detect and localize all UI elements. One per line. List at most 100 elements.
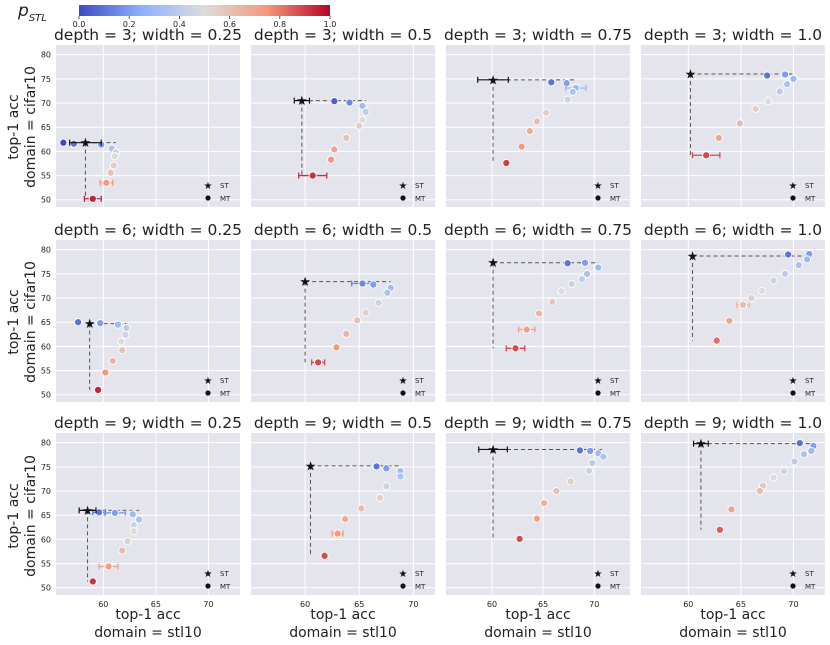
mt-point xyxy=(59,138,68,147)
panel-background xyxy=(251,240,435,402)
y-tick-label: 65 xyxy=(41,318,51,327)
mt-point xyxy=(757,286,766,295)
legend-st-marker: ★ xyxy=(594,376,603,387)
panel-legend: ★ ST MT xyxy=(594,569,622,591)
legend-mt-label: MT xyxy=(805,195,816,203)
colorbar-tick-label: 0.2 xyxy=(123,20,136,29)
x-tick-label: 65 xyxy=(151,600,161,609)
x-tick-label: 60 xyxy=(487,600,497,609)
row-axis-label-1-line1: top-1 acc xyxy=(6,94,22,159)
mt-point xyxy=(341,515,350,524)
st-point: ★ xyxy=(487,256,499,271)
mt-point xyxy=(534,309,544,318)
legend-mt-label: MT xyxy=(415,583,426,591)
mt-point xyxy=(727,505,736,514)
st-point: ★ xyxy=(299,275,311,290)
mt-point xyxy=(583,269,592,278)
mt-point xyxy=(588,458,597,468)
legend-mt-label: MT xyxy=(610,390,621,398)
x-tick-label: 70 xyxy=(788,600,798,609)
legend-mt-label: MT xyxy=(610,583,621,591)
legend-mt-marker xyxy=(790,390,796,396)
x-tick-label: 60 xyxy=(98,600,108,609)
panel-2-3: depth = 6; width = 0.75 ★ ★ ST MT xyxy=(444,221,632,402)
mt-point xyxy=(333,529,342,538)
legend-st-marker: ★ xyxy=(399,376,408,387)
y-tick-label: 55 xyxy=(41,367,51,376)
legend-st-label: ST xyxy=(610,182,619,190)
panel-legend: ★ ST MT xyxy=(399,181,427,203)
legend-mt-marker xyxy=(400,195,406,201)
mt-point xyxy=(775,87,784,96)
mt-point xyxy=(123,537,132,546)
mt-point xyxy=(763,71,772,80)
panel-1-4: depth = 3; width = 1.0 ★ ★ ST MT xyxy=(641,26,825,207)
mt-point xyxy=(320,551,329,560)
legend-st-label: ST xyxy=(805,377,814,385)
colorbar-tick-label: 0.8 xyxy=(273,20,286,29)
mt-point xyxy=(95,508,104,517)
panel-2-4: depth = 6; width = 1.0 ★ ★ ST MT xyxy=(641,221,825,402)
mt-point xyxy=(780,70,790,79)
mt-point xyxy=(568,87,577,96)
panel-title: depth = 6; width = 0.75 xyxy=(444,221,632,239)
mt-point xyxy=(369,280,378,289)
panel-3-2: depth = 9; width = 0.5 60 65 70 ★ ★ ST MT xyxy=(251,414,435,609)
panel-title: depth = 9; width = 1.0 xyxy=(644,414,822,432)
colorbar-label-subscript: STL xyxy=(29,13,47,24)
legend-mt-marker xyxy=(790,195,796,201)
mt-point xyxy=(353,316,362,325)
mt-point xyxy=(764,97,773,106)
mt-point xyxy=(780,269,790,278)
legend-st-marker: ★ xyxy=(399,569,408,580)
legend-mt-marker xyxy=(595,390,601,396)
mt-point xyxy=(803,255,812,264)
panel-2-2: depth = 6; width = 0.5 ★ ★ ST MT xyxy=(251,221,435,402)
colorbar-tick-label: 0.6 xyxy=(223,20,236,29)
panel-background xyxy=(251,433,435,595)
panel-background xyxy=(641,45,825,207)
panel-title: depth = 9; width = 0.5 xyxy=(254,414,432,432)
panel-title: depth = 3; width = 1.0 xyxy=(644,26,822,44)
mt-point xyxy=(358,279,367,288)
panel-2-1: depth = 6; width = 0.25 50 55 60 65 70 75 80 ★ ★ S… xyxy=(41,221,242,402)
colorbar-gradient xyxy=(79,5,330,16)
column-axis-labels: top-1 acc domain = stl10 top-1 acc domai… xyxy=(94,607,787,641)
mt-point xyxy=(74,318,83,327)
col-axis-label-2-line2: domain = stl10 xyxy=(289,625,397,641)
mt-point xyxy=(517,142,526,151)
panel-legend: ★ ST MT xyxy=(399,569,427,591)
legend-st-label: ST xyxy=(415,570,424,578)
legend-st-label: ST xyxy=(220,182,229,190)
row-axis-label-3-line1: top-1 acc xyxy=(6,483,22,548)
panel-title: depth = 3; width = 0.25 xyxy=(54,26,242,44)
legend-st-marker: ★ xyxy=(594,569,603,580)
colorbar-tick-label: 1.0 xyxy=(324,20,337,29)
legend-mt-label: MT xyxy=(220,195,231,203)
row-axis-labels: top-1 acc domain = cifar10 top-1 acc dom… xyxy=(6,66,39,577)
mt-point xyxy=(585,466,594,475)
panel-title: depth = 9; width = 0.75 xyxy=(444,414,632,432)
mt-point xyxy=(101,368,110,377)
panels-grid: depth = 3; width = 0.25 50 55 60 65 70 75 80 ★ ★ S… xyxy=(41,26,825,609)
y-tick-label: 75 xyxy=(41,463,51,472)
col-axis-label-1-line2: domain = stl10 xyxy=(94,625,202,641)
y-tick-label: 70 xyxy=(41,294,51,303)
colorbar-ticks: 0.0 0.2 0.4 0.6 0.8 1.0 xyxy=(73,16,337,29)
mt-point xyxy=(714,133,723,142)
mt-point xyxy=(110,508,119,517)
legend-st-marker: ★ xyxy=(204,376,213,387)
legend-mt-marker xyxy=(205,390,211,396)
mt-point xyxy=(735,119,744,128)
st-point: ★ xyxy=(687,249,699,264)
mt-point xyxy=(755,486,764,496)
mt-point xyxy=(532,117,542,126)
legend-mt-label: MT xyxy=(220,583,231,591)
mt-point xyxy=(94,385,103,394)
col-axis-label-4-line1: top-1 acc xyxy=(700,607,765,623)
legend-mt-label: MT xyxy=(415,195,426,203)
mt-point xyxy=(522,325,531,334)
mt-point xyxy=(121,330,130,339)
y-tick-label: 80 xyxy=(41,439,51,448)
legend-st-label: ST xyxy=(610,377,619,385)
